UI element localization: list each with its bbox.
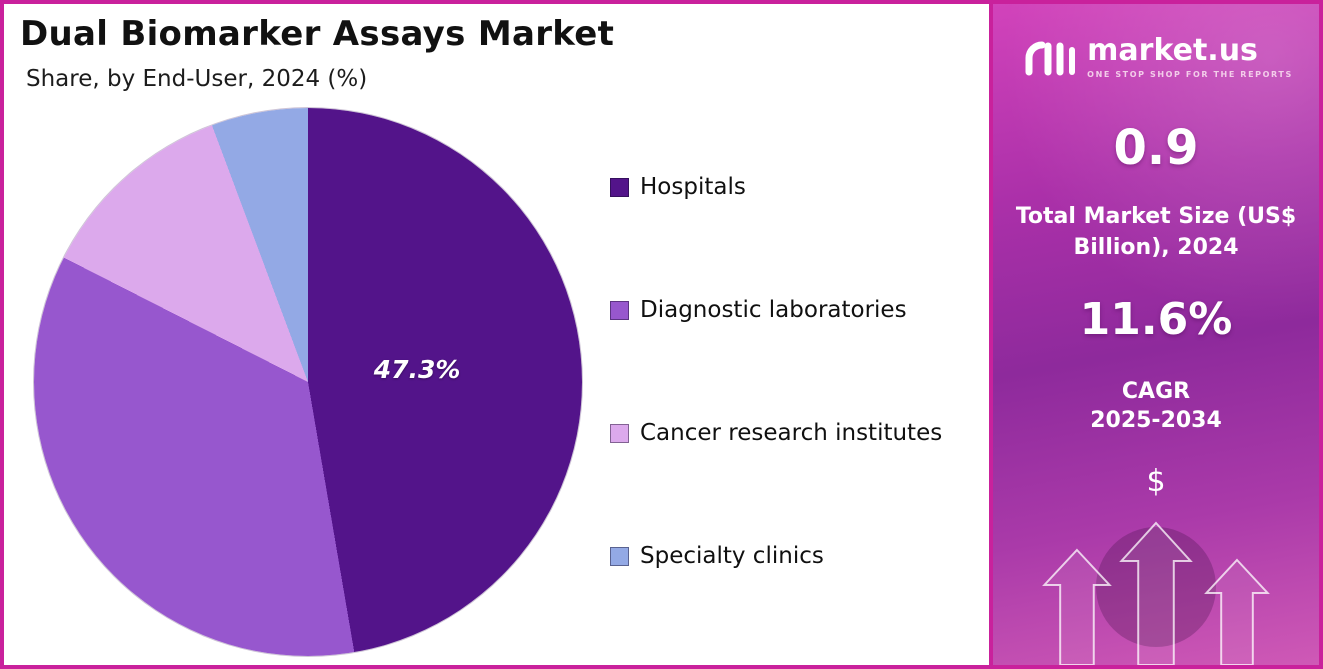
legend-item: Diagnostic laboratories: [610, 297, 942, 323]
marketus-logo-icon: [1025, 41, 1076, 76]
legend-label: Diagnostic laboratories: [640, 297, 907, 323]
legend-swatch: [610, 177, 629, 197]
chart-legend: Hospitals Diagnostic laboratories Cancer r…: [610, 174, 942, 569]
market-size-value: 0.9: [1113, 120, 1199, 176]
legend-item: Hospitals: [610, 174, 942, 200]
legend-swatch: [610, 546, 629, 566]
brand-logo: market.us ONE STOP SHOP FOR THE REPORTS: [993, 34, 1319, 80]
pie-data-label: 47.3%: [373, 354, 461, 384]
cagr-period: 2025-2034: [1090, 408, 1222, 434]
legend-item: Specialty clinics: [610, 543, 942, 569]
cagr-label: CAGR 2025-2034: [993, 377, 1319, 436]
legend-swatch: [610, 423, 629, 443]
chart-panel: Dual Biomarker Assays Market Share, by E…: [4, 4, 989, 665]
market-size-label: Total Market Size (US$ Billion), 2024: [1015, 204, 1297, 260]
legend-label: Hospitals: [640, 174, 746, 200]
logo-text: market.us: [1087, 32, 1258, 68]
page-title: Dual Biomarker Assays Market: [20, 14, 615, 54]
legend-item: Cancer research institutes: [610, 420, 942, 446]
logo-tagline: ONE STOP SHOP FOR THE REPORTS: [1087, 69, 1293, 79]
pie-chart: 47.3%: [34, 108, 582, 656]
legend-swatch: [610, 300, 629, 320]
stats-sidebar: market.us ONE STOP SHOP FOR THE REPORTS …: [989, 4, 1319, 665]
cagr-label-text: CAGR: [1121, 378, 1191, 404]
chart-subtitle: Share, by End-User, 2024 (%): [26, 66, 368, 92]
legend-label: Cancer research institutes: [640, 420, 943, 446]
dollar-symbol: $: [1146, 463, 1166, 499]
cup-silhouette: [1096, 527, 1216, 647]
growth-arrows-icon: [1042, 521, 1270, 665]
legend-label: Specialty clinics: [640, 543, 824, 569]
cagr-value: 11.6%: [1079, 293, 1233, 345]
